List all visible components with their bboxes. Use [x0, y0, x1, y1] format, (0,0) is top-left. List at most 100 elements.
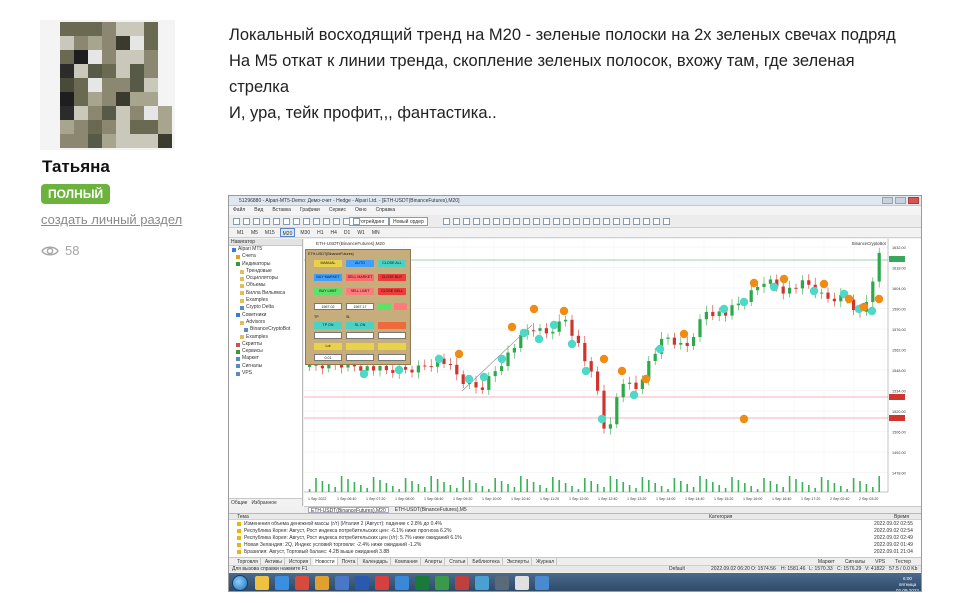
volume-bar	[705, 479, 708, 492]
news-title: Изменения объема денежной массы (г/г) (И…	[244, 521, 442, 527]
volume-bar	[827, 480, 829, 492]
candle-body	[455, 364, 459, 375]
candle-body	[608, 424, 612, 429]
panel-mini-button	[378, 303, 391, 310]
candle-body	[653, 353, 657, 361]
volume-bar	[558, 480, 560, 492]
menu-item: Вид	[254, 207, 264, 213]
volume-bar	[686, 484, 688, 492]
volume-bar	[488, 489, 490, 492]
taskbar-app-icon	[435, 576, 449, 590]
buy-signal-marker	[867, 306, 877, 316]
panel-button-close-sell: CLOSE SELL	[378, 288, 406, 295]
timeframe-mn: MN	[371, 230, 380, 236]
post-screenshot[interactable]: 51296880 - Alpari-MT5-Demo: Демо-счет - …	[228, 195, 922, 592]
sell-signal-marker	[617, 366, 627, 376]
candle-body	[487, 376, 491, 390]
create-section-link[interactable]: создать личный раздел	[41, 212, 183, 227]
sell-signal-marker	[749, 278, 759, 288]
sell-signal-marker	[844, 294, 854, 304]
volume-bar	[308, 489, 311, 492]
avatar-tile	[60, 134, 74, 148]
panel-button-sell-market: SELL MARKET	[346, 274, 374, 281]
folder-icon	[236, 349, 240, 354]
volume-bar	[411, 481, 413, 492]
volume-bar	[814, 488, 816, 492]
toolbar-icon	[613, 218, 620, 225]
price-tick-label: 1548.00	[892, 369, 906, 373]
user-avatar[interactable]	[40, 20, 175, 150]
avatar-tile	[130, 106, 144, 120]
post-paragraph: Локальный восходящий тренд на М20 - зеле…	[229, 26, 896, 44]
avatar-tile	[130, 50, 144, 64]
toolbox-right-links: Маркет Сигналы VPS Тестер	[814, 558, 915, 566]
candle-body	[480, 387, 484, 390]
clock-time: 6:00	[903, 576, 912, 581]
folder-icon	[244, 327, 248, 332]
candle-body	[826, 292, 830, 299]
candle-body	[621, 383, 625, 398]
volume-bar	[718, 485, 720, 492]
navigator-tabs: Общие Избранное	[229, 498, 302, 506]
news-time: 2022.09.02 02:49	[874, 535, 913, 541]
taskbar-app-icon	[515, 576, 529, 590]
volume-bar	[724, 488, 727, 492]
news-time: 2022.09.01 21:04	[874, 549, 913, 555]
time-tick-label: 1 Sep 14:00	[656, 497, 675, 501]
volume-bar	[609, 476, 612, 492]
volume-bar	[571, 486, 573, 492]
candle-body	[589, 361, 593, 372]
panel-input	[314, 332, 342, 339]
volume-bar	[673, 478, 676, 492]
volume-bar	[776, 484, 778, 492]
navigator-item: Индикаторы	[229, 261, 302, 268]
panel-extra-button	[378, 322, 406, 329]
price-tag-red	[889, 394, 905, 400]
candle-body	[448, 364, 452, 365]
taskbar-app-icon	[535, 576, 549, 590]
time-tick-label: 1 Sep 08:40	[424, 497, 443, 501]
avatar-tile	[130, 78, 144, 92]
time-tick-label: 1 Sep 11:20	[540, 497, 559, 501]
avatar-tile	[130, 120, 144, 134]
candle-body	[698, 319, 702, 337]
candle-body	[506, 352, 510, 367]
panel-button-buy-market: BUY MARKET	[314, 274, 342, 281]
navigator-item-label: Счета	[242, 253, 256, 260]
navigator-item: VPS	[229, 370, 302, 377]
avatar-tile	[130, 22, 144, 36]
candle-body	[788, 287, 792, 294]
navigator-item-label: BinanceCryptoBot	[250, 326, 291, 333]
trend-line	[461, 324, 533, 392]
volume-bar	[584, 478, 586, 492]
volume-bar	[635, 488, 637, 492]
timeframe-d1: D1	[343, 230, 351, 236]
taskbar-app-icon	[495, 576, 509, 590]
folder-icon	[236, 364, 240, 369]
toolbar-icon	[313, 218, 320, 225]
toolbox-tab: Алерты	[423, 558, 446, 565]
avatar-tile	[88, 78, 102, 92]
price-tick-label: 1562.00	[892, 349, 906, 353]
trade-panel: ETH-USDT(BinanceFutures) MANUAL AUTO CLOSE…	[305, 249, 411, 365]
volume-bar	[692, 487, 695, 492]
candle-body	[538, 328, 542, 331]
buy-signal-marker	[719, 304, 729, 314]
toolbox-tab: Почта	[340, 558, 359, 565]
volume-bar	[596, 484, 599, 492]
volume-bar	[360, 485, 362, 492]
volume-bar	[737, 480, 740, 492]
navigator-item-label: Examples	[246, 333, 268, 340]
candle-body	[692, 337, 696, 346]
volume-bar	[539, 485, 541, 492]
panel-input	[346, 332, 374, 339]
chart-tab: ETH-USDT(BinanceFutures),M20	[308, 507, 389, 514]
navigator-item-label: Examples	[246, 297, 268, 304]
minimize-icon	[882, 197, 893, 204]
panel-input	[378, 354, 406, 361]
folder-icon	[236, 313, 240, 318]
avatar-tile	[88, 106, 102, 120]
menu-item: Вставка	[272, 207, 291, 213]
volume-bar	[340, 476, 343, 492]
user-name[interactable]: Татьяна	[42, 157, 110, 176]
